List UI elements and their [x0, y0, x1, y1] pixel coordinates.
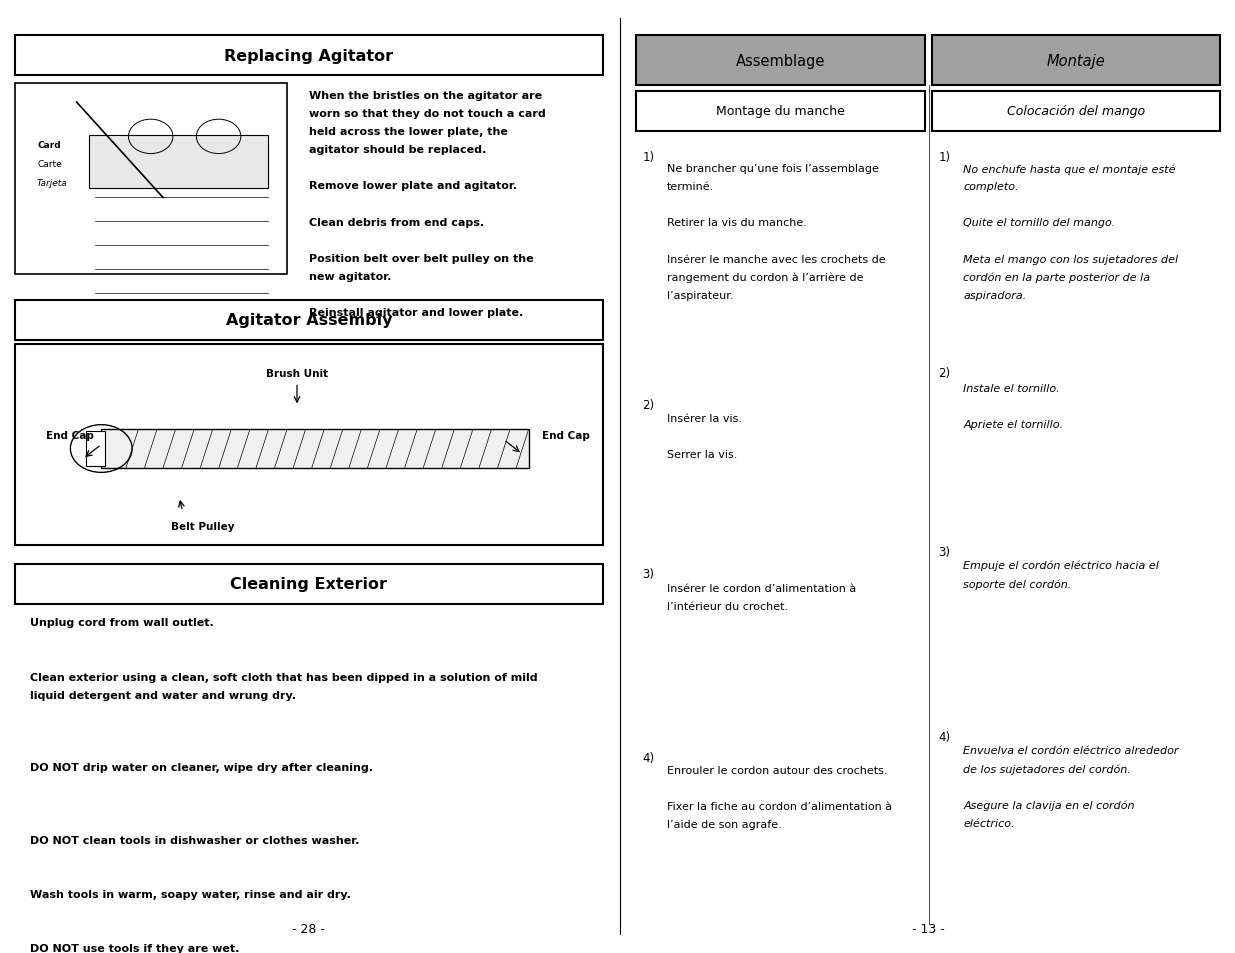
Text: l’aide de son agrafe.: l’aide de son agrafe. — [667, 820, 782, 829]
Text: l’intérieur du crochet.: l’intérieur du crochet. — [667, 601, 788, 611]
Text: Colocación del mango: Colocación del mango — [1008, 105, 1145, 118]
Bar — [101, 430, 529, 468]
Text: 3): 3) — [939, 545, 951, 558]
Text: Cleaning Exterior: Cleaning Exterior — [230, 577, 388, 592]
Text: Insérer la vis.: Insérer la vis. — [667, 414, 742, 423]
Text: DO NOT drip water on cleaner, wipe dry after cleaning.: DO NOT drip water on cleaner, wipe dry a… — [30, 762, 373, 772]
Text: cordón en la parte posterior de la: cordón en la parte posterior de la — [963, 273, 1151, 283]
Text: 4): 4) — [642, 751, 655, 764]
Bar — [15, 300, 603, 340]
Text: Wash tools in warm, soapy water, rinse and air dry.: Wash tools in warm, soapy water, rinse a… — [30, 889, 351, 899]
Text: 1): 1) — [642, 151, 655, 164]
Text: Position belt over belt pulley on the: Position belt over belt pulley on the — [309, 253, 534, 263]
Text: held across the lower plate, the: held across the lower plate, the — [309, 127, 508, 136]
Bar — [86, 432, 105, 466]
Text: Assemblage: Assemblage — [736, 53, 825, 69]
Text: Agitator Assembly: Agitator Assembly — [226, 313, 391, 328]
Text: No enchufe hasta que el montaje esté: No enchufe hasta que el montaje esté — [963, 164, 1176, 174]
Text: Tarjeta: Tarjeta — [37, 179, 68, 188]
Text: soporte del cordón.: soporte del cordón. — [963, 578, 1072, 589]
Text: Envuelva el cordón eléctrico alrededor: Envuelva el cordón eléctrico alrededor — [963, 745, 1178, 755]
Text: Unplug cord from wall outlet.: Unplug cord from wall outlet. — [30, 618, 214, 627]
Text: Empuje el cordón eléctrico hacia el: Empuje el cordón eléctrico hacia el — [963, 560, 1160, 571]
Bar — [932, 36, 1220, 86]
Text: 2): 2) — [939, 367, 951, 380]
Text: 2): 2) — [642, 398, 655, 412]
Text: Enrouler le cordon autour des crochets.: Enrouler le cordon autour des crochets. — [667, 765, 888, 775]
Text: new agitator.: new agitator. — [309, 272, 391, 281]
Text: Remove lower plate and agitator.: Remove lower plate and agitator. — [309, 181, 516, 191]
Text: rangement du cordon à l’arrière de: rangement du cordon à l’arrière de — [667, 273, 863, 283]
Polygon shape — [89, 136, 268, 189]
Text: End Cap: End Cap — [46, 431, 94, 440]
Text: eléctrico.: eléctrico. — [963, 818, 1015, 827]
Text: liquid detergent and water and wrung dry.: liquid detergent and water and wrung dry… — [30, 690, 295, 700]
Text: Clean exterior using a clean, soft cloth that has been dipped in a solution of m: Clean exterior using a clean, soft cloth… — [30, 672, 537, 681]
Text: Serrer la vis.: Serrer la vis. — [667, 450, 737, 459]
Text: Fixer la fiche au cordon d’alimentation à: Fixer la fiche au cordon d’alimentation … — [667, 801, 892, 811]
Text: completo.: completo. — [963, 182, 1019, 192]
Text: 3): 3) — [642, 567, 655, 580]
Text: Quite el tornillo del mango.: Quite el tornillo del mango. — [963, 218, 1115, 228]
Text: DO NOT clean tools in dishwasher or clothes washer.: DO NOT clean tools in dishwasher or clot… — [30, 835, 359, 844]
Text: Meta el mango con los sujetadores del: Meta el mango con los sujetadores del — [963, 254, 1178, 264]
Text: terminé.: terminé. — [667, 182, 714, 192]
Bar — [636, 91, 925, 132]
Bar — [636, 36, 925, 86]
Text: agitator should be replaced.: agitator should be replaced. — [309, 145, 487, 154]
Text: Replacing Agitator: Replacing Agitator — [225, 49, 393, 64]
Text: 1): 1) — [939, 151, 951, 164]
Bar — [15, 564, 603, 604]
Bar — [15, 36, 603, 76]
Text: Clean debris from end caps.: Clean debris from end caps. — [309, 217, 484, 227]
Text: End Cap: End Cap — [542, 431, 590, 440]
Text: 4): 4) — [939, 730, 951, 743]
Text: Insérer le manche avec les crochets de: Insérer le manche avec les crochets de — [667, 254, 885, 264]
Text: DO NOT use tools if they are wet.: DO NOT use tools if they are wet. — [30, 943, 240, 953]
Text: Ne brancher qu’une fois l’assemblage: Ne brancher qu’une fois l’assemblage — [667, 164, 879, 173]
Bar — [15, 345, 603, 545]
Text: Montaje: Montaje — [1047, 53, 1105, 69]
Text: l’aspirateur.: l’aspirateur. — [667, 291, 734, 300]
Text: Card: Card — [37, 141, 61, 150]
Text: Asegure la clavija en el cordón: Asegure la clavija en el cordón — [963, 800, 1135, 810]
Text: aspiradora.: aspiradora. — [963, 291, 1026, 300]
Text: Montage du manche: Montage du manche — [716, 105, 845, 118]
Text: - 28 -: - 28 - — [293, 923, 325, 936]
Bar — [932, 91, 1220, 132]
Text: When the bristles on the agitator are: When the bristles on the agitator are — [309, 91, 542, 100]
Text: Instale el tornillo.: Instale el tornillo. — [963, 383, 1060, 393]
Text: Insérer le cordon d’alimentation à: Insérer le cordon d’alimentation à — [667, 583, 856, 593]
Text: de los sujetadores del cordón.: de los sujetadores del cordón. — [963, 763, 1131, 774]
Text: Reinstall agitator and lower plate.: Reinstall agitator and lower plate. — [309, 308, 522, 317]
Text: Retirer la vis du manche.: Retirer la vis du manche. — [667, 218, 806, 228]
Text: Apriete el tornillo.: Apriete el tornillo. — [963, 419, 1063, 429]
Text: worn so that they do not touch a card: worn so that they do not touch a card — [309, 109, 546, 118]
Text: - 13 -: - 13 - — [911, 923, 945, 936]
Bar — [15, 84, 287, 274]
Text: Brush Unit: Brush Unit — [266, 369, 329, 378]
Text: Belt Pulley: Belt Pulley — [172, 521, 235, 531]
Text: Carte: Carte — [37, 160, 62, 169]
